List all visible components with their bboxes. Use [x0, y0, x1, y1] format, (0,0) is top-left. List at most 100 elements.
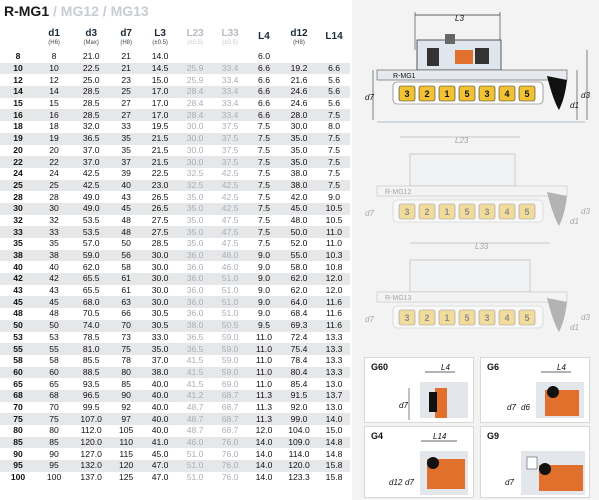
- col-header-1: d1 (H6): [36, 24, 73, 51]
- col-header-5: L23 (±0.5): [178, 24, 213, 51]
- table-cell: 58: [36, 354, 73, 367]
- table-cell: 9.0: [248, 273, 280, 285]
- part-number: 3: [404, 313, 409, 323]
- col-header-unit: (H8): [293, 39, 305, 46]
- part-number: 1: [444, 207, 449, 217]
- table-cell: 35.0: [178, 238, 213, 250]
- table-cell: 51.0: [212, 308, 249, 320]
- part-number-box: [498, 203, 516, 220]
- table-cell: 107.0: [72, 413, 111, 425]
- table-cell: 60: [36, 366, 73, 379]
- table-cell: 58.0: [279, 261, 319, 274]
- table-cell: 38.0: [279, 179, 319, 192]
- part-number-box: [478, 85, 496, 102]
- table-cell: 47.5: [212, 238, 249, 250]
- table-cell: 27: [110, 109, 143, 122]
- table-cell: 28: [0, 191, 37, 203]
- table-cell: 90: [36, 448, 73, 461]
- table-cell: 120.0: [279, 460, 319, 472]
- col-header-unit: (±0.5): [152, 39, 168, 46]
- part-number-box: [478, 203, 496, 220]
- part-number: 2: [424, 313, 429, 323]
- seat-g9-name: G9: [487, 431, 500, 441]
- table-cell: 59.0: [212, 331, 249, 344]
- col-header-2: d3 (Max): [72, 24, 111, 51]
- part-number: 5: [464, 89, 469, 99]
- table-cell: 68: [36, 389, 73, 402]
- table-cell: 10.8: [318, 261, 350, 274]
- table-row: 53 53 78.5 73 33.0 36.5 59.0 11.0 72.4 13.3: [0, 331, 350, 344]
- table-cell: 39: [110, 167, 143, 180]
- table-cell: 21: [110, 51, 143, 63]
- table-cell: 7.5: [318, 109, 350, 122]
- table-cell: 48: [0, 308, 37, 320]
- col-header-label: L14: [325, 31, 343, 42]
- table-cell: 36.0: [178, 284, 213, 297]
- table-cell: 6.6: [248, 74, 280, 87]
- col-header-unit: (H8): [120, 39, 132, 46]
- table-cell: 24.6: [279, 97, 319, 110]
- table-cell: 30.0: [178, 156, 213, 168]
- table-cell: 90: [110, 389, 143, 402]
- table-cell: 47.5: [212, 226, 249, 238]
- table-cell: 38.0: [178, 319, 213, 332]
- table-cell: 68.7: [212, 389, 249, 402]
- table-cell: [279, 51, 319, 63]
- table-cell: 25: [36, 179, 73, 192]
- table-cell: 46.0: [212, 261, 249, 274]
- table-row: 45 45 68.0 63 30.0 36.0 51.0 9.0 64.0 11.6: [0, 296, 350, 309]
- table-cell: 35.0: [142, 343, 179, 355]
- table-cell: 100: [0, 471, 37, 484]
- table-cell: 45: [36, 296, 73, 309]
- table-cell: 32: [36, 214, 73, 227]
- table-cell: 35.0: [178, 202, 213, 215]
- col-header-label: L3: [154, 27, 166, 39]
- table-cell: 35: [110, 132, 143, 145]
- table-cell: 28.4: [178, 86, 213, 98]
- table-cell: 61: [110, 284, 143, 297]
- table-cell: 28.5: [142, 238, 179, 250]
- table-cell: 19: [36, 132, 73, 145]
- col-header-0: [0, 24, 37, 51]
- table-cell: 7.5: [248, 226, 280, 238]
- table-cell: 52.0: [279, 238, 319, 250]
- table-cell: 5.6: [318, 74, 350, 87]
- table-cell: 7.5: [318, 144, 350, 157]
- table-cell: 68.7: [212, 413, 249, 425]
- table-cell: 78.4: [279, 354, 319, 367]
- table-cell: 7.5: [318, 179, 350, 192]
- dim-d1-label: d1: [570, 101, 579, 110]
- table-cell: 11.6: [318, 296, 350, 309]
- table-cell: 24: [36, 167, 73, 180]
- col-header-label: d3: [85, 27, 98, 39]
- table-cell: 105: [110, 425, 143, 437]
- diagram-r-mg1: L3 R-MG1 3 2 1 5 3 4 5 d7 d1 d3: [355, 10, 595, 130]
- part-number-box: [518, 85, 536, 102]
- table-row: 68 68 96.5 90 40.0 41.2 68.7 11.3 91.5 13.7: [0, 389, 350, 402]
- table-cell: 36.5: [178, 343, 213, 355]
- table-cell: 33.4: [212, 86, 249, 98]
- table-cell: 65: [36, 378, 73, 390]
- table-row: 10 10 22.5 21 14.5 25.9 33.4 6.6 19.2 6.6: [0, 62, 350, 75]
- table-row: 19 19 36.5 35 21.5 30.0 37.5 7.5 35.0 7.5: [0, 132, 350, 145]
- table-cell: 35: [0, 238, 37, 250]
- table-cell: 78: [110, 354, 143, 367]
- table-cell: 37.0: [72, 156, 111, 168]
- table-cell: 93.5: [72, 378, 111, 390]
- seat-g4-dim-top: L14: [433, 432, 447, 441]
- table-row: 25 25 42.5 40 23.0 32.5 42.5 7.5 38.0 7.5: [0, 179, 350, 192]
- table-cell: 37.5: [212, 156, 249, 168]
- table-cell: 30.0: [142, 296, 179, 309]
- table-cell: 51.0: [212, 273, 249, 285]
- table-cell: 20: [0, 144, 37, 157]
- table-row: 85 85 120.0 110 41.0 46.0 76.0 14.0 109.0 14.8: [0, 436, 350, 449]
- table-cell: 35: [36, 238, 73, 250]
- table-cell: 7.5: [248, 167, 280, 180]
- table-cell: 6.6: [318, 62, 350, 75]
- table-cell: 75.4: [279, 343, 319, 355]
- table-cell: 40.0: [142, 378, 179, 390]
- table-cell: 30.0: [178, 121, 213, 133]
- table-cell: 9.0: [248, 261, 280, 274]
- table-cell: 6.6: [248, 97, 280, 110]
- table-cell: 9.0: [318, 191, 350, 203]
